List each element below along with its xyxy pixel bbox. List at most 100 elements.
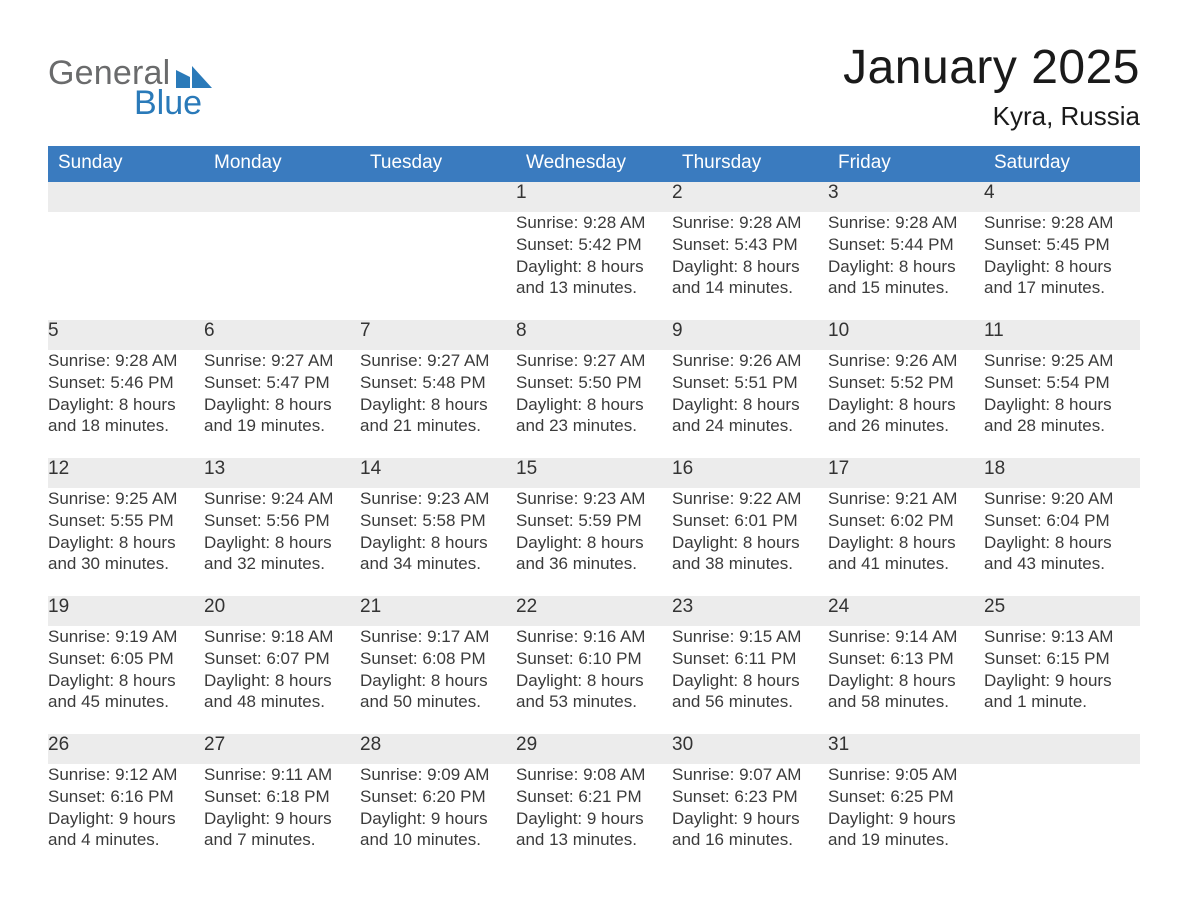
day-content-row: Sunrise: 9:12 AMSunset: 6:16 PMDaylight:… (48, 764, 1140, 872)
dl1-text: Daylight: 9 hours (48, 808, 204, 830)
title-block: January 2025 Kyra, Russia (843, 40, 1140, 132)
sunrise-text: Sunrise: 9:27 AM (516, 350, 672, 372)
day-number-cell: 5 (48, 320, 204, 350)
sunset-text: Sunset: 5:43 PM (672, 234, 828, 256)
dl2-text: and 19 minutes. (204, 415, 360, 437)
dl2-text: and 53 minutes. (516, 691, 672, 713)
dl1-text: Daylight: 8 hours (360, 670, 516, 692)
dl2-text: and 13 minutes. (516, 277, 672, 299)
day-content-cell: Sunrise: 9:08 AMSunset: 6:21 PMDaylight:… (516, 764, 672, 872)
dl1-text: Daylight: 9 hours (516, 808, 672, 830)
weekday-header: Tuesday (360, 146, 516, 182)
day-number-cell: 13 (204, 458, 360, 488)
dl2-text: and 26 minutes. (828, 415, 984, 437)
day-number-cell: 21 (360, 596, 516, 626)
dl2-text: and 58 minutes. (828, 691, 984, 713)
sunrise-text: Sunrise: 9:28 AM (516, 212, 672, 234)
day-number-cell: 19 (48, 596, 204, 626)
sunrise-text: Sunrise: 9:11 AM (204, 764, 360, 786)
dl2-text: and 36 minutes. (516, 553, 672, 575)
dl1-text: Daylight: 8 hours (828, 256, 984, 278)
weekday-header: Thursday (672, 146, 828, 182)
sunset-text: Sunset: 6:08 PM (360, 648, 516, 670)
dl1-text: Daylight: 9 hours (672, 808, 828, 830)
sunset-text: Sunset: 6:18 PM (204, 786, 360, 808)
dl2-text: and 15 minutes. (828, 277, 984, 299)
dl2-text: and 34 minutes. (360, 553, 516, 575)
weekday-header-row: Sunday Monday Tuesday Wednesday Thursday… (48, 146, 1140, 182)
day-content-cell: Sunrise: 9:11 AMSunset: 6:18 PMDaylight:… (204, 764, 360, 872)
day-number-cell: 31 (828, 734, 984, 764)
dl2-text: and 32 minutes. (204, 553, 360, 575)
day-content-cell: Sunrise: 9:27 AMSunset: 5:47 PMDaylight:… (204, 350, 360, 458)
day-content-cell: Sunrise: 9:16 AMSunset: 6:10 PMDaylight:… (516, 626, 672, 734)
day-number-cell (204, 182, 360, 212)
day-number-cell: 7 (360, 320, 516, 350)
dl2-text: and 10 minutes. (360, 829, 516, 851)
dl1-text: Daylight: 8 hours (984, 394, 1140, 416)
dl2-text: and 48 minutes. (204, 691, 360, 713)
page-title: January 2025 (843, 40, 1140, 95)
sunrise-text: Sunrise: 9:22 AM (672, 488, 828, 510)
day-number-cell: 8 (516, 320, 672, 350)
dl2-text: and 45 minutes. (48, 691, 204, 713)
sunset-text: Sunset: 6:13 PM (828, 648, 984, 670)
sunrise-text: Sunrise: 9:15 AM (672, 626, 828, 648)
sunset-text: Sunset: 6:02 PM (828, 510, 984, 532)
dl1-text: Daylight: 8 hours (516, 670, 672, 692)
dl1-text: Daylight: 8 hours (360, 532, 516, 554)
sunrise-text: Sunrise: 9:14 AM (828, 626, 984, 648)
day-content-cell (360, 212, 516, 320)
day-content-cell: Sunrise: 9:21 AMSunset: 6:02 PMDaylight:… (828, 488, 984, 596)
dl1-text: Daylight: 8 hours (48, 532, 204, 554)
day-number-cell: 29 (516, 734, 672, 764)
sunrise-text: Sunrise: 9:28 AM (672, 212, 828, 234)
sunset-text: Sunset: 5:55 PM (48, 510, 204, 532)
sunset-text: Sunset: 5:54 PM (984, 372, 1140, 394)
dl1-text: Daylight: 8 hours (360, 394, 516, 416)
sunset-text: Sunset: 6:16 PM (48, 786, 204, 808)
day-content-cell: Sunrise: 9:19 AMSunset: 6:05 PMDaylight:… (48, 626, 204, 734)
sunset-text: Sunset: 6:15 PM (984, 648, 1140, 670)
sunset-text: Sunset: 5:47 PM (204, 372, 360, 394)
dl1-text: Daylight: 8 hours (828, 394, 984, 416)
sunrise-text: Sunrise: 9:18 AM (204, 626, 360, 648)
dl1-text: Daylight: 9 hours (360, 808, 516, 830)
dl1-text: Daylight: 8 hours (516, 394, 672, 416)
day-number-cell: 10 (828, 320, 984, 350)
day-number-cell: 1 (516, 182, 672, 212)
dl1-text: Daylight: 8 hours (672, 670, 828, 692)
sunset-text: Sunset: 6:25 PM (828, 786, 984, 808)
day-content-cell: Sunrise: 9:15 AMSunset: 6:11 PMDaylight:… (672, 626, 828, 734)
dl1-text: Daylight: 8 hours (204, 532, 360, 554)
day-number-row: 567891011 (48, 320, 1140, 350)
day-content-cell: Sunrise: 9:14 AMSunset: 6:13 PMDaylight:… (828, 626, 984, 734)
dl2-text: and 50 minutes. (360, 691, 516, 713)
day-number-row: 12131415161718 (48, 458, 1140, 488)
weekday-header: Monday (204, 146, 360, 182)
sunset-text: Sunset: 5:52 PM (828, 372, 984, 394)
day-content-cell: Sunrise: 9:25 AMSunset: 5:55 PMDaylight:… (48, 488, 204, 596)
day-content-cell (48, 212, 204, 320)
day-content-cell: Sunrise: 9:28 AMSunset: 5:43 PMDaylight:… (672, 212, 828, 320)
day-content-cell: Sunrise: 9:27 AMSunset: 5:48 PMDaylight:… (360, 350, 516, 458)
day-content-row: Sunrise: 9:28 AMSunset: 5:46 PMDaylight:… (48, 350, 1140, 458)
dl1-text: Daylight: 8 hours (984, 256, 1140, 278)
sunset-text: Sunset: 5:59 PM (516, 510, 672, 532)
sunrise-text: Sunrise: 9:26 AM (828, 350, 984, 372)
day-content-cell: Sunrise: 9:07 AMSunset: 6:23 PMDaylight:… (672, 764, 828, 872)
dl1-text: Daylight: 8 hours (984, 532, 1140, 554)
day-number-cell: 23 (672, 596, 828, 626)
dl2-text: and 4 minutes. (48, 829, 204, 851)
sunset-text: Sunset: 6:04 PM (984, 510, 1140, 532)
day-content-cell: Sunrise: 9:20 AMSunset: 6:04 PMDaylight:… (984, 488, 1140, 596)
dl2-text: and 13 minutes. (516, 829, 672, 851)
dl1-text: Daylight: 8 hours (48, 670, 204, 692)
dl2-text: and 7 minutes. (204, 829, 360, 851)
day-number-cell: 12 (48, 458, 204, 488)
day-content-cell: Sunrise: 9:09 AMSunset: 6:20 PMDaylight:… (360, 764, 516, 872)
sunset-text: Sunset: 6:07 PM (204, 648, 360, 670)
dl2-text: and 41 minutes. (828, 553, 984, 575)
dl1-text: Daylight: 8 hours (672, 394, 828, 416)
sunrise-text: Sunrise: 9:23 AM (516, 488, 672, 510)
